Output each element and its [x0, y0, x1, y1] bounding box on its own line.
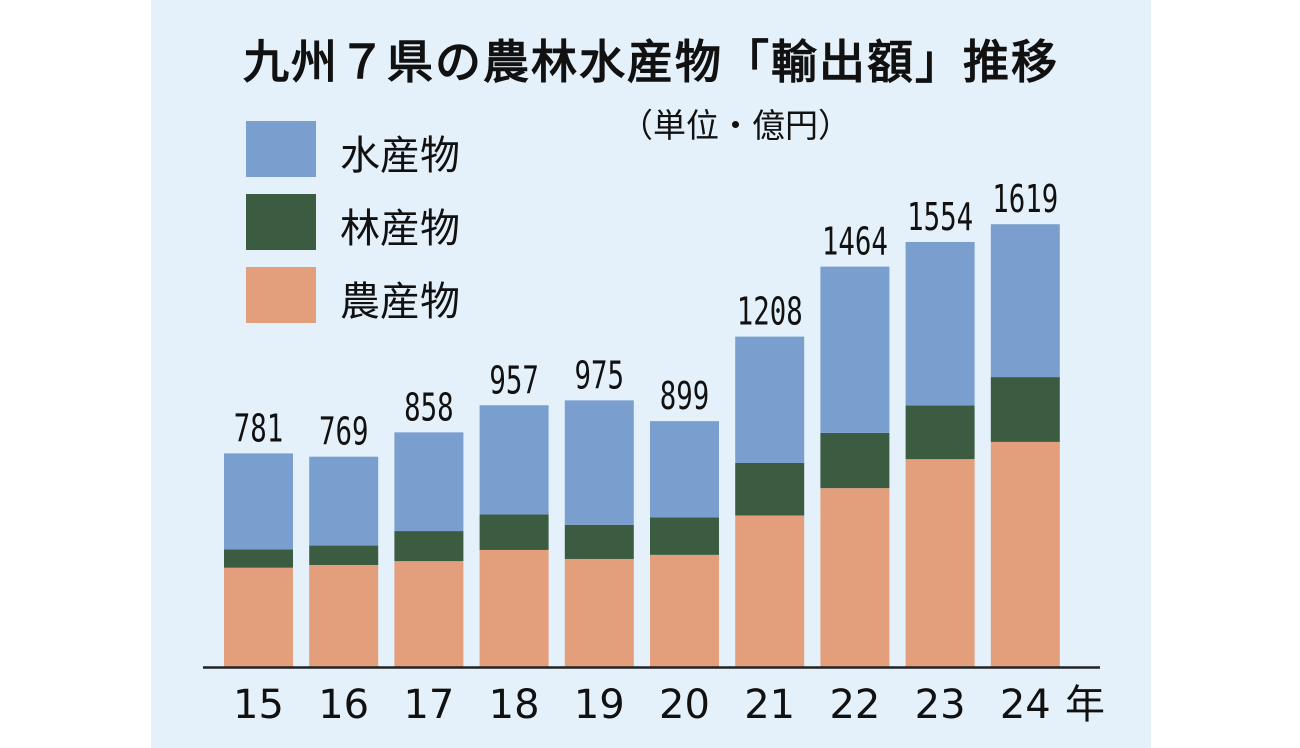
legend-swatch-agriculture [246, 267, 316, 323]
bars [224, 224, 1060, 667]
bar-21-agriculture [735, 515, 805, 667]
bar-24-forestry [990, 377, 1060, 442]
x-tick-label-16: 16 [318, 682, 369, 728]
total-label-20: 899 [660, 374, 710, 418]
x-tick-label-15: 15 [233, 682, 284, 728]
bar-15-forestry [224, 549, 293, 568]
bar-24-fisheries [990, 224, 1060, 378]
chart-title: 九州７県の農林水産物「輸出額」推移 [243, 35, 1059, 89]
bar-20-forestry [650, 517, 719, 555]
total-label-21: 1208 [737, 290, 803, 334]
bar-19-agriculture [564, 558, 634, 667]
bar-17-fisheries [394, 432, 464, 532]
x-tick-label-24: 24 [1000, 682, 1051, 728]
bar-15-agriculture [224, 567, 293, 667]
legend-label-fisheries: 水産物 [340, 133, 460, 179]
total-label-23: 1554 [907, 195, 973, 239]
x-tick-label-19: 19 [574, 682, 625, 728]
total-label-19: 975 [575, 353, 625, 397]
legend-label-forestry: 林産物 [340, 206, 460, 252]
bar-22-fisheries [820, 266, 890, 433]
bar-15-fisheries [224, 453, 293, 550]
bar-21-fisheries [735, 336, 805, 463]
bar-17-agriculture [394, 561, 464, 667]
bar-23-fisheries [905, 241, 975, 406]
bar-21-forestry [735, 462, 805, 516]
legend-swatch-fisheries [246, 121, 316, 177]
bar-18-forestry [479, 514, 549, 550]
total-label-22: 1464 [822, 220, 888, 264]
x-tick-label-20: 20 [659, 682, 710, 728]
x-tick-labels: 15 16 17 18 19 20 21 22 23 24 [233, 682, 1051, 728]
bar-20-agriculture [650, 554, 719, 667]
total-labels: 781 769 858 957 975 899 1208 1464 1554 1619 [234, 177, 1059, 453]
bar-16-fisheries [309, 456, 379, 546]
bar-18-fisheries [479, 405, 549, 515]
bar-16-forestry [309, 545, 379, 565]
legend-label-agriculture: 農産物 [340, 279, 460, 325]
total-label-24: 1619 [992, 177, 1058, 221]
total-label-15: 781 [234, 406, 284, 450]
x-axis-year-suffix: 年 [1065, 682, 1105, 728]
bar-18-agriculture [479, 549, 549, 667]
unit-label: （単位・億円） [620, 106, 851, 145]
bar-22-forestry [820, 432, 890, 489]
legend-swatch-forestry [246, 194, 316, 250]
bar-23-forestry [905, 405, 975, 460]
bar-19-fisheries [564, 400, 634, 525]
bar-16-agriculture [309, 564, 379, 667]
bar-20-fisheries [650, 421, 719, 518]
total-label-16: 769 [319, 410, 369, 454]
x-tick-label-23: 23 [915, 682, 966, 728]
bar-23-agriculture [905, 459, 975, 667]
x-tick-label-17: 17 [403, 682, 454, 728]
x-tick-label-21: 21 [744, 682, 795, 728]
x-tick-label-18: 18 [489, 682, 540, 728]
total-label-18: 957 [489, 358, 539, 402]
bar-17-forestry [394, 531, 464, 562]
bar-22-agriculture [820, 488, 890, 667]
bar-24-agriculture [990, 441, 1060, 667]
bar-19-forestry [564, 524, 634, 559]
x-tick-label-22: 22 [829, 682, 880, 728]
total-label-17: 858 [404, 385, 454, 429]
